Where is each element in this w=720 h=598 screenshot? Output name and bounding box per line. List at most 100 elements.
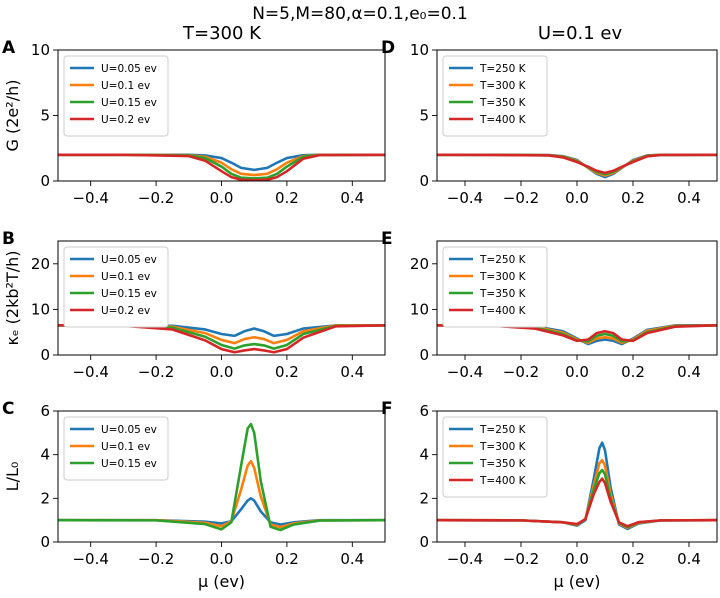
x-tick-label: 0.0 (210, 189, 234, 207)
legend-label: T=250 K (479, 424, 527, 436)
y-tick-label: 4 (40, 446, 50, 464)
y-tick-label: 0 (40, 172, 50, 190)
y-axis-label: G (2e²/h) (3, 80, 22, 152)
series-line-4 (437, 324, 717, 343)
x-tick-label: 0.2 (621, 189, 645, 207)
x-tick-label: −0.2 (138, 363, 174, 381)
series-group (437, 324, 717, 346)
x-tick-label: 0.4 (677, 189, 701, 207)
x-tick-label: −0.4 (72, 363, 108, 381)
y-tick-label: 10 (410, 41, 429, 59)
series-group (437, 153, 717, 179)
legend-frame (442, 416, 548, 498)
legend-label: U=0.1 ev (101, 271, 150, 283)
panel-letter: B (2, 229, 15, 249)
y-tick-label: 0 (40, 533, 50, 551)
legend: U=0.05 ev U=0.1 ev U=0.15 ev (63, 416, 169, 481)
series-group (58, 422, 385, 532)
legend-frame (63, 246, 169, 328)
x-tick-label: −0.4 (72, 550, 108, 568)
x-tick-label: −0.2 (503, 363, 539, 381)
panel-a: −0.4 −0.2 0.0 0.2 0.4 0 5 10 A G (2e²/h) U=0.05 ev… (2, 38, 386, 207)
legend-frame (442, 246, 548, 328)
series-line-1 (58, 497, 385, 526)
x-tick-label: −0.4 (447, 550, 483, 568)
series-line-4 (437, 153, 717, 175)
y-tick-label: 6 (40, 402, 50, 420)
series-group (437, 441, 717, 531)
panel-e: −0.4 −0.2 0.0 0.2 0.4 0 10 20 E T=250 K T=300 K T=3… (381, 229, 718, 381)
x-tick-label: −0.2 (138, 189, 174, 207)
series-group (58, 153, 385, 181)
figure-suptitle: N=5,M=80,α=0.1,e₀=0.1 (252, 4, 468, 24)
panel-b: −0.4 −0.2 0.0 0.2 0.4 0 10 20 Bκₑ (2kb²T/h) U=0.0… (2, 229, 386, 381)
legend-label: U=0.05 ev (101, 63, 157, 75)
series-line-4 (437, 477, 717, 528)
series-line-2 (437, 153, 717, 177)
panels-grid: −0.4 −0.2 0.0 0.2 0.4 0 5 10 A G (2e²/h) U=0.05 ev… (2, 38, 718, 591)
x-tick-label: 0.2 (275, 363, 299, 381)
y-tick-label: 2 (40, 489, 50, 507)
y-tick-label: 10 (31, 41, 50, 59)
y-tick-label: 10 (31, 300, 50, 318)
series-line-2 (58, 324, 385, 345)
y-tick-label: 4 (419, 446, 429, 464)
legend: U=0.05 ev U=0.1 ev U=0.15 ev U=0.2 ev (63, 246, 169, 328)
series-line-1 (58, 324, 385, 338)
x-tick-label: −0.2 (138, 550, 174, 568)
legend-label: U=0.15 ev (101, 97, 157, 109)
legend-frame (63, 55, 169, 137)
x-tick-label: −0.4 (447, 363, 483, 381)
legend-label: T=400 K (479, 475, 527, 487)
panel-letter: A (2, 38, 16, 58)
y-tick-label: 0 (419, 533, 429, 551)
x-axis-label: μ (ev) (553, 572, 600, 591)
x-tick-label: 0.2 (621, 363, 645, 381)
legend-label: U=0.2 ev (101, 305, 150, 317)
panel-f: −0.4 −0.2 0.0 0.2 0.4 0 2 4 6 Fμ (ev) T=250 K T=300… (381, 399, 718, 591)
legend: T=250 K T=300 K T=350 K T=400 K (442, 416, 548, 498)
panel-letter: E (381, 229, 393, 249)
series-group (58, 324, 385, 354)
x-tick-label: 0.0 (565, 189, 589, 207)
legend-label: T=400 K (479, 114, 527, 126)
x-tick-label: 0.4 (677, 363, 701, 381)
series-line-4 (58, 153, 385, 181)
x-tick-label: 0.4 (340, 550, 364, 568)
x-tick-label: −0.2 (503, 189, 539, 207)
panel-letter: F (381, 399, 393, 419)
x-tick-label: 0.4 (340, 363, 364, 381)
series-line-2 (58, 459, 385, 529)
legend: U=0.05 ev U=0.1 ev U=0.15 ev U=0.2 ev (63, 55, 169, 137)
y-tick-label: 0 (40, 346, 50, 364)
y-tick-label: 10 (410, 300, 429, 318)
legend-label: T=250 K (479, 63, 527, 75)
x-tick-label: 0.2 (275, 550, 299, 568)
legend-label: U=0.1 ev (101, 80, 150, 92)
legend: T=250 K T=300 K T=350 K T=400 K (442, 55, 548, 137)
legend-label: U=0.15 ev (101, 288, 157, 300)
x-tick-label: 0.2 (275, 189, 299, 207)
y-tick-label: 20 (31, 255, 50, 273)
series-line-3 (437, 153, 717, 176)
legend-label: U=0.1 ev (101, 441, 150, 453)
legend-frame (442, 55, 548, 137)
y-tick-label: 6 (419, 402, 429, 420)
legend-label: T=300 K (479, 441, 527, 453)
legend-label: T=400 K (479, 305, 527, 317)
x-tick-label: −0.2 (503, 550, 539, 568)
series-line-1 (437, 153, 717, 179)
series-line-3 (58, 324, 385, 350)
y-axis-label: κₑ (2kb²T/h) (3, 251, 22, 346)
legend-label: U=0.15 ev (101, 458, 157, 470)
y-tick-label: 2 (419, 489, 429, 507)
x-tick-label: 0.4 (677, 550, 701, 568)
legend-label: T=350 K (479, 97, 527, 109)
x-tick-label: −0.4 (72, 189, 108, 207)
legend-label: T=350 K (479, 288, 527, 300)
legend: T=250 K T=300 K T=350 K T=400 K (442, 246, 548, 328)
series-line-4 (58, 324, 385, 354)
right-column-title: U=0.1 ev (538, 23, 623, 44)
legend-label: T=300 K (479, 80, 527, 92)
